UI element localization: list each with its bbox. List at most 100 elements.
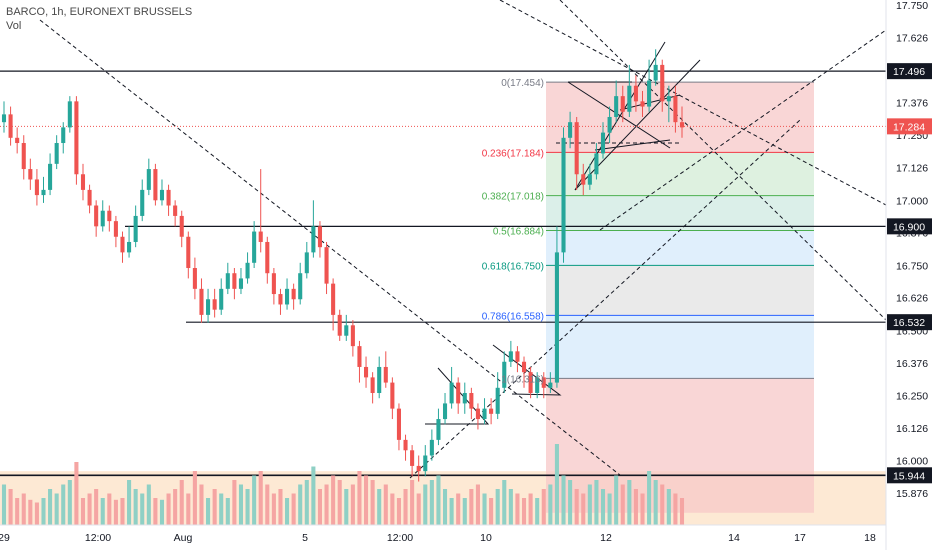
fib-zone xyxy=(546,152,814,196)
candle-body xyxy=(423,455,428,472)
volume-bar xyxy=(8,489,13,525)
volume-bar xyxy=(298,484,303,525)
volume-bar xyxy=(245,489,250,525)
volume-bar xyxy=(1,484,7,525)
candle-body xyxy=(489,408,494,414)
volume-bar xyxy=(199,484,204,525)
candle-body xyxy=(331,283,336,315)
time-tick: Aug xyxy=(174,532,193,544)
volume-bar xyxy=(429,480,434,525)
volume-bar xyxy=(74,462,79,525)
candle-body xyxy=(535,377,540,394)
candle-body xyxy=(311,226,316,253)
volume-bar xyxy=(469,489,474,525)
candle-body xyxy=(113,221,118,237)
candle-body xyxy=(192,268,197,289)
volume-bar xyxy=(673,493,678,525)
candle-body xyxy=(568,122,573,138)
candle-body xyxy=(61,127,66,144)
candle-body xyxy=(206,299,211,315)
volume-bar xyxy=(679,498,685,525)
volume-bar xyxy=(456,493,461,525)
candle-body xyxy=(271,273,276,295)
candle-body xyxy=(469,393,474,409)
fib-level-label: 0.236(17.184) xyxy=(482,148,544,159)
volume-bar xyxy=(324,484,329,525)
volume-bar xyxy=(146,484,151,525)
time-tick: 12 xyxy=(600,532,612,544)
volume-bar xyxy=(423,484,428,525)
volume-bar xyxy=(390,493,395,525)
time-axis[interactable]: 29 12:00 Aug 5 12:00 10 12 14 17 18 xyxy=(0,532,876,544)
volume-indicator-label[interactable]: Vol xyxy=(6,20,22,32)
volume-bar xyxy=(265,484,270,525)
price-axis[interactable]: 17.75017.62617.50017.37617.25017.12617.0… xyxy=(896,0,928,500)
candle-body xyxy=(304,252,309,274)
volume-bar xyxy=(107,493,112,525)
time-tick: 17 xyxy=(794,532,806,544)
volume-bar xyxy=(173,489,178,525)
volume-bar xyxy=(337,480,342,525)
volume-bar xyxy=(285,498,290,525)
price-tag-label: 15.944 xyxy=(893,470,925,482)
candle-body xyxy=(67,101,72,128)
price-tick: 17.126 xyxy=(896,162,928,174)
volume-bar xyxy=(548,484,553,525)
candle-body xyxy=(337,314,342,336)
price-tick: 17.376 xyxy=(896,97,928,109)
candle-body xyxy=(594,153,599,175)
volume-bar xyxy=(594,480,599,525)
volume-bar xyxy=(528,493,533,525)
volume-bar xyxy=(206,498,211,525)
candle-body xyxy=(153,169,158,201)
candle-body xyxy=(285,288,290,305)
candle-body xyxy=(429,439,434,456)
candle-body xyxy=(133,215,138,242)
volume-bar xyxy=(370,480,375,525)
volume-bar xyxy=(113,499,118,525)
dashed-trendline xyxy=(409,119,801,479)
volume-bar xyxy=(120,498,125,525)
price-tag xyxy=(887,218,932,235)
candle-body xyxy=(495,387,500,414)
time-tick: 14 xyxy=(728,532,740,544)
volume-bar xyxy=(535,498,540,525)
price-tag xyxy=(887,118,932,135)
candle-body xyxy=(416,465,421,472)
candle-body xyxy=(34,179,39,196)
volume-bar xyxy=(15,498,20,525)
time-tick: 5 xyxy=(302,532,308,544)
volume-bar xyxy=(495,489,500,525)
candle-body xyxy=(383,366,388,383)
volume-bar xyxy=(212,489,217,525)
price-tick: 17.626 xyxy=(896,32,928,44)
candle-body xyxy=(344,325,349,336)
volume-bar xyxy=(48,489,53,525)
candle-body xyxy=(357,346,362,367)
horizontal-levels xyxy=(0,70,886,477)
volume-bar xyxy=(502,480,507,525)
price-tick: 15.876 xyxy=(896,488,928,500)
candle-body xyxy=(120,236,125,253)
fib-zone xyxy=(546,230,814,266)
candle-body xyxy=(21,143,26,170)
volume-bar xyxy=(357,471,362,525)
time-tick: 12:00 xyxy=(85,532,111,544)
candle-body xyxy=(324,247,329,284)
candle-body xyxy=(475,408,480,420)
price-tag xyxy=(887,314,932,331)
chart-header: BARCO, 1h, EURONEXT BRUSSELS Vol xyxy=(6,5,192,33)
volume-bar xyxy=(449,498,454,525)
time-tick: 18 xyxy=(864,532,876,544)
candle-body xyxy=(561,137,566,253)
price-tag-label: 16.900 xyxy=(893,221,925,233)
fib-zone xyxy=(546,265,814,316)
volume-bar xyxy=(219,493,224,525)
volume-bar xyxy=(21,493,26,525)
candle-body xyxy=(640,101,645,107)
candle-body xyxy=(363,366,369,378)
volume-bar xyxy=(258,471,263,525)
candle-body xyxy=(449,382,454,404)
candle-body xyxy=(508,351,513,362)
